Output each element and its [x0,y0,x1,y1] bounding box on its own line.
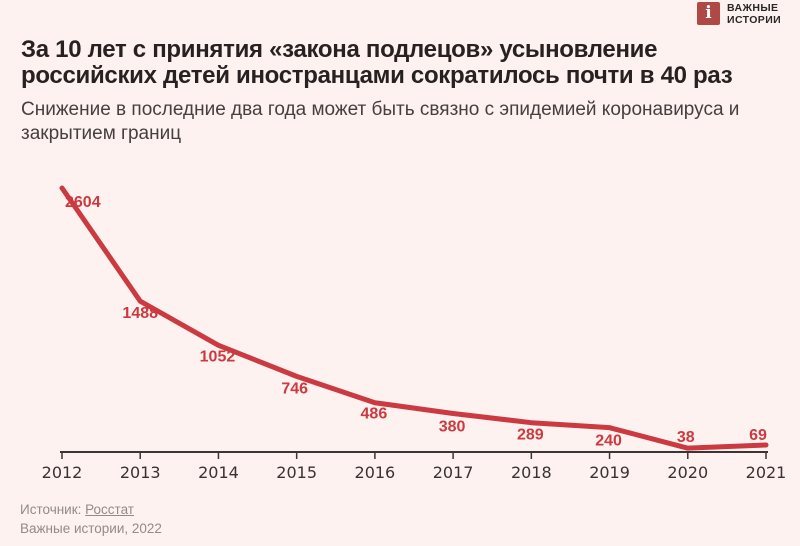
x-tick-label: 2019 [589,463,630,482]
source-link[interactable]: Росстат [85,502,134,517]
data-point-label: 486 [361,406,388,423]
x-tick-label: 2016 [355,463,396,482]
logo-i-icon: i [697,2,720,25]
chart-title: За 10 лет с принятия «закона подлецов» у… [21,37,739,89]
data-point-label: 1488 [122,305,158,322]
x-tick-label: 2015 [276,463,317,482]
credit-line: Важные истории, 2022 [20,520,162,536]
source-prefix: Источник: [20,502,86,517]
data-point-label: 2604 [65,194,101,211]
data-point-label: 289 [517,427,544,444]
data-point-label: 240 [595,433,622,450]
x-tick-label: 2021 [746,463,787,482]
x-tick-label: 2017 [433,463,474,482]
chart-header: За 10 лет с принятия «закона подлецов» у… [21,37,739,146]
x-tick-label: 2014 [198,463,239,482]
x-tick-label: 2018 [511,463,552,482]
chart-subtitle-line-1: Снижение в последние два года может быть… [21,99,740,120]
data-point-label: 746 [281,380,308,397]
data-point-label: 1052 [200,348,236,365]
x-tick-label: 2020 [667,463,708,482]
logo-line-2: ИСТОРИИ [727,13,782,26]
data-point-label: 69 [749,427,767,444]
chart-subtitle: Снижение в последние два года может быть… [21,98,739,146]
logo-wordmark: ВАЖНЫЕ ИСТОРИИ [727,2,782,26]
chart-footer: Источник: Росстат Важные истории, 2022 [20,501,162,538]
source-line: Источник: Росстат [20,501,162,520]
x-tick-label: 2012 [42,463,83,482]
line-series [59,185,769,451]
chart-title-line-2: российских детей иностранцами сократилос… [21,62,733,89]
vazhnye-istorii-logo: i ВАЖНЫЕ ИСТОРИИ [697,2,781,26]
data-point-label: 38 [677,429,695,446]
data-point-label: 380 [439,418,466,435]
logo-line-1: ВАЖНЫЕ [727,2,779,14]
chart-subtitle-line-2: закрытием границ [21,123,182,144]
chart-title-line-1: За 10 лет с принятия «закона подлецов» у… [21,36,658,63]
x-tick-label: 2013 [120,463,161,482]
